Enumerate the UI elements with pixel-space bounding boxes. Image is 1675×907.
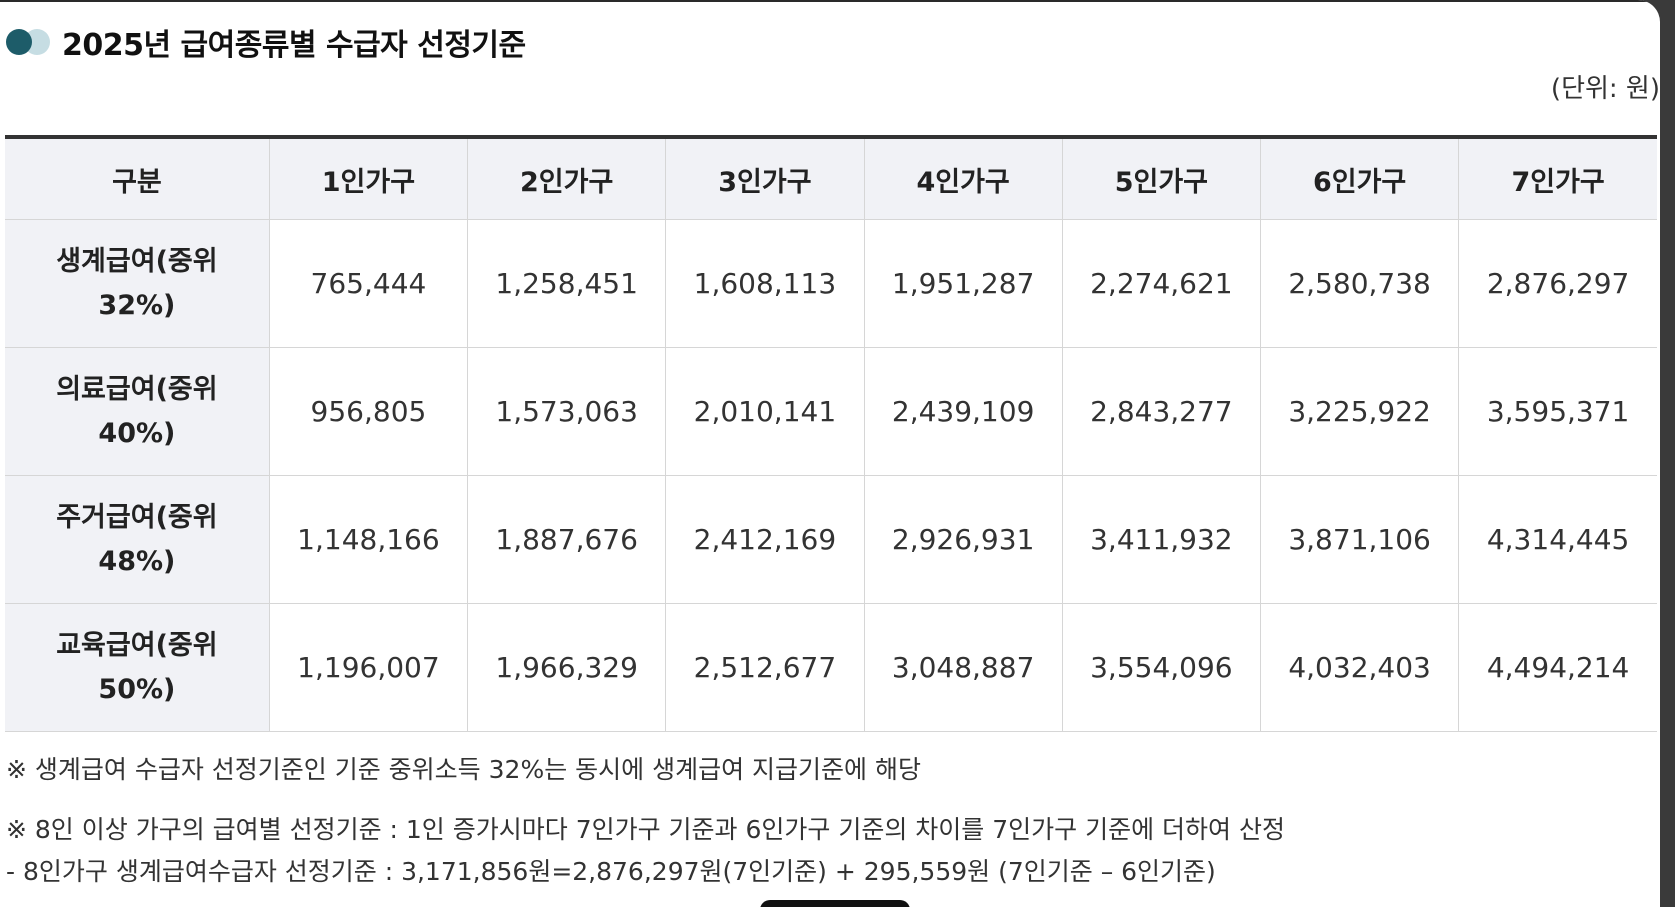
- table-header-row: 구분 1인가구 2인가구 3인가구 4인가구 5인가구 6인가구 7인가구: [5, 136, 1657, 220]
- row-label: 주거급여(중위 48%): [56, 501, 218, 577]
- table-cell: 2,512,677: [665, 603, 865, 732]
- table-cell: 3,554,096: [1061, 603, 1261, 732]
- table-cell: 3,411,932: [1061, 475, 1261, 604]
- top-border: [0, 0, 1660, 2]
- table-cell: 956,805: [268, 347, 469, 476]
- page-title: 2025년 급여종류별 수급자 선정기준: [62, 28, 526, 63]
- table-cell: 2,010,141: [665, 347, 865, 476]
- table-cell: 4,494,214: [1458, 603, 1657, 732]
- row-label: 의료급여(중위 40%): [56, 373, 218, 449]
- unit-label: (단위: 원): [1550, 74, 1660, 104]
- bottom-handle: [760, 900, 910, 907]
- table-row: 교육급여(중위 50%) 1,196,007 1,966,329 2,512,6…: [5, 603, 1657, 732]
- row-header: 주거급여(중위 48%): [5, 475, 270, 604]
- column-header: 구분: [5, 136, 270, 220]
- table-cell: 1,608,113: [665, 219, 865, 348]
- dark-dot: [6, 29, 32, 55]
- table-cell: 2,843,277: [1061, 347, 1261, 476]
- row-header: 교육급여(중위 50%): [5, 603, 270, 732]
- column-header: 4인가구: [863, 136, 1063, 220]
- bullet-dots-icon: [6, 29, 50, 55]
- footnote-eight-household-example: - 8인가구 생계급여수급자 선정기준 : 3,171,856원=2,876,2…: [6, 857, 1216, 886]
- table-cell: 1,148,166: [268, 475, 469, 604]
- table-cell: 2,580,738: [1259, 219, 1460, 348]
- table-row: 생계급여(중위 32%) 765,444 1,258,451 1,608,113…: [5, 219, 1657, 348]
- table-cell: 1,887,676: [467, 475, 667, 604]
- benefit-table-container: 구분 1인가구 2인가구 3인가구 4인가구 5인가구 6인가구 7인가구 생계…: [5, 135, 1657, 732]
- column-header: 1인가구: [268, 136, 469, 220]
- table-cell: 2,274,621: [1061, 219, 1261, 348]
- table-cell: 3,871,106: [1259, 475, 1460, 604]
- table-cell: 3,225,922: [1259, 347, 1460, 476]
- table-row: 의료급여(중위 40%) 956,805 1,573,063 2,010,141…: [5, 347, 1657, 476]
- table-cell: 2,876,297: [1458, 219, 1657, 348]
- row-header: 생계급여(중위 32%): [5, 219, 270, 348]
- table-cell: 2,926,931: [863, 475, 1063, 604]
- column-header: 6인가구: [1259, 136, 1460, 220]
- table-cell: 1,196,007: [268, 603, 469, 732]
- column-header: 7인가구: [1458, 136, 1657, 220]
- column-header: 3인가구: [665, 136, 865, 220]
- table-cell: 765,444: [268, 219, 469, 348]
- table-cell: 2,439,109: [863, 347, 1063, 476]
- column-header: 5인가구: [1061, 136, 1261, 220]
- benefit-criteria-table: 구분 1인가구 2인가구 3인가구 4인가구 5인가구 6인가구 7인가구 생계…: [5, 135, 1657, 732]
- table-cell: 1,966,329: [467, 603, 667, 732]
- table-cell: 2,412,169: [665, 475, 865, 604]
- row-label: 교육급여(중위 50%): [56, 629, 218, 705]
- column-header: 2인가구: [467, 136, 667, 220]
- table-row: 주거급여(중위 48%) 1,148,166 1,887,676 2,412,1…: [5, 475, 1657, 604]
- footnote-eight-plus-household: ※ 8인 이상 가구의 급여별 선정기준 : 1인 증가시마다 7인가구 기준과…: [6, 815, 1285, 844]
- row-label: 생계급여(중위 32%): [56, 245, 218, 321]
- table-cell: 1,258,451: [467, 219, 667, 348]
- table-cell: 1,573,063: [467, 347, 667, 476]
- row-header: 의료급여(중위 40%): [5, 347, 270, 476]
- table-cell: 4,032,403: [1259, 603, 1460, 732]
- footnote-living-allowance: ※ 생계급여 수급자 선정기준인 기준 중위소득 32%는 동시에 생계급여 지…: [6, 755, 921, 784]
- table-cell: 1,951,287: [863, 219, 1063, 348]
- table-cell: 3,595,371: [1458, 347, 1657, 476]
- table-cell: 4,314,445: [1458, 475, 1657, 604]
- section-heading: 2025년 급여종류별 수급자 선정기준: [6, 22, 526, 63]
- table-cell: 3,048,887: [863, 603, 1063, 732]
